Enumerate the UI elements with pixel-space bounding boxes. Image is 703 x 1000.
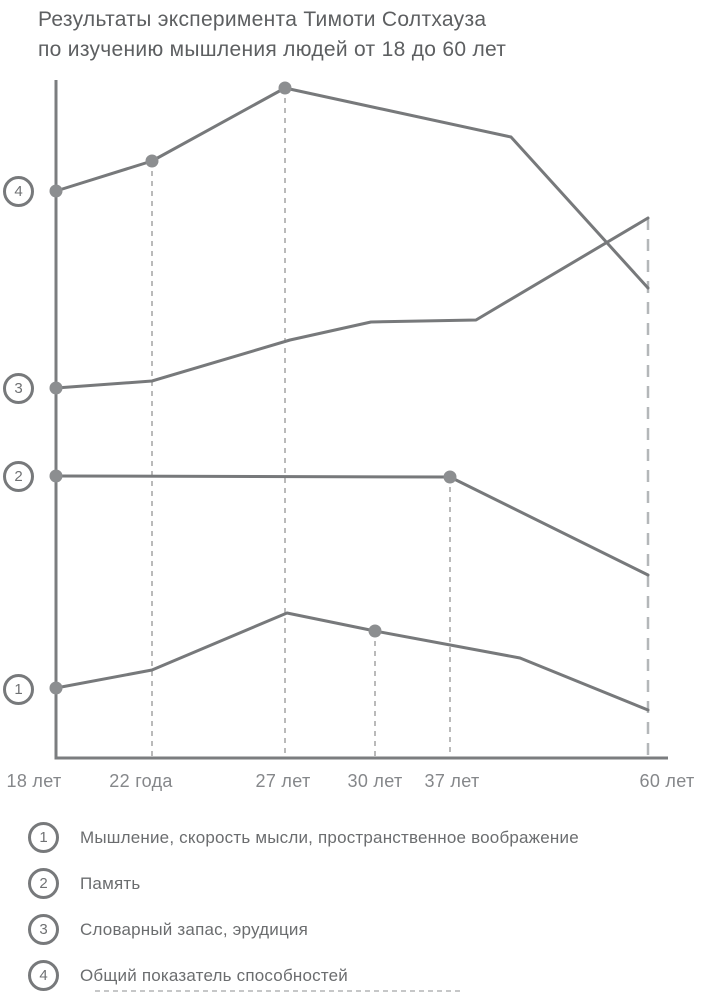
legend: 1 Мышление, скорость мысли, пространствен…	[28, 822, 579, 1000]
data-point-series-4	[145, 154, 159, 168]
legend-item-4: 4 Общий показатель способностей	[28, 960, 579, 991]
bottom-artifact-strip	[95, 990, 460, 992]
data-point-series-3	[49, 381, 63, 395]
series-line-4	[54, 86, 650, 290]
y-axis-marker-1: 1	[3, 673, 34, 705]
data-point-series-2	[49, 469, 63, 483]
data-point-series-1	[49, 681, 63, 695]
legend-label-2: Память	[80, 873, 141, 893]
chart-title: Результаты эксперимента Тимоти Солтхауза…	[38, 5, 506, 65]
data-point-series-4	[49, 184, 63, 198]
series-line-1	[54, 611, 650, 712]
x-axis-label-30: 30 лет	[347, 771, 403, 791]
y-axis-marker-4: 4	[3, 175, 34, 207]
x-axis-label-37: 37 лет	[424, 771, 480, 791]
series-line-3	[54, 216, 650, 390]
axes	[54, 80, 668, 760]
x-axis-label-22: 22 года	[109, 771, 173, 791]
x-axis-label-27: 27 лет	[255, 771, 311, 791]
y-axis-marker-2: 2	[3, 460, 34, 492]
legend-item-3: 3 Словарный запас, эрудиция	[28, 914, 579, 945]
x-axis-label-18: 18 лет	[6, 771, 62, 791]
data-point-series-2	[443, 470, 457, 484]
legend-label-3: Словарный запас, эрудиция	[80, 919, 309, 939]
x-axis-label-60: 60 лет	[639, 771, 695, 791]
legend-item-1: 1 Мышление, скорость мысли, пространствен…	[28, 822, 579, 853]
legend-item-2: 2 Память	[28, 868, 579, 899]
x-axis-labels: 18 лет 22 года 27 лет 30 лет 37 лет 60 лет	[0, 771, 703, 795]
series-line-2	[54, 474, 650, 577]
legend-marker-4: 4	[28, 960, 59, 991]
legend-label-1: Мышление, скорость мысли, пространственн…	[80, 827, 579, 847]
y-axis-marker-3: 3	[3, 372, 34, 404]
legend-marker-2: 2	[28, 868, 59, 899]
legend-marker-3: 3	[28, 914, 59, 945]
data-point-series-1	[368, 624, 382, 638]
chart-title-line2: по изучению мышления людей от 18 до 60 л…	[38, 38, 507, 61]
data-point-series-4	[278, 81, 292, 95]
legend-marker-1: 1	[28, 822, 59, 853]
legend-label-4: Общий показатель способностей	[80, 965, 348, 985]
chart-title-line1: Результаты эксперимента Тимоти Солтхауза	[38, 8, 487, 31]
